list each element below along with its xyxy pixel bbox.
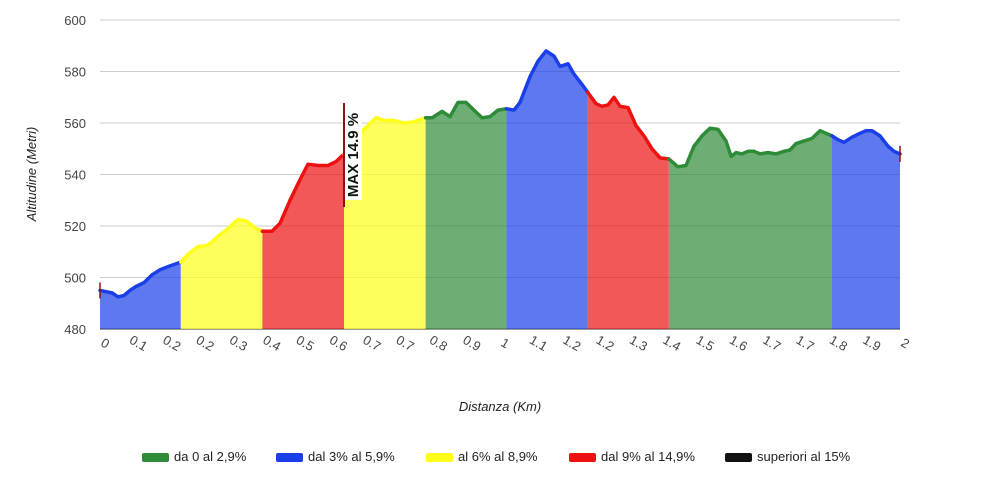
x-axis-title: Distanza (Km) xyxy=(459,399,541,414)
y-tick-label: 560 xyxy=(64,116,86,131)
x-tick-label: 1.9 xyxy=(860,332,883,354)
legend-item-yellow: al 6% al 8,9% xyxy=(426,449,538,464)
legend-swatch xyxy=(276,453,303,462)
x-tick-label: 1.3 xyxy=(627,332,650,354)
legend-swatch xyxy=(426,453,453,462)
area-segment-green xyxy=(425,102,507,330)
x-tick-label: 0.4 xyxy=(260,332,283,354)
area-segment-blue xyxy=(100,262,181,329)
profile-line-blue xyxy=(830,128,902,156)
legend-item-black: superiori al 15% xyxy=(725,449,851,464)
x-tick-label: 0 xyxy=(98,335,112,352)
x-tick-label: 0.6 xyxy=(327,332,350,354)
y-axis-ticks: 480 500 520 540 560 580 600 xyxy=(64,13,86,337)
profile-line-blue xyxy=(98,260,183,299)
x-tick-label: 1.4 xyxy=(660,332,683,354)
x-tick-label: 1.8 xyxy=(827,332,850,354)
legend-item-blue: dal 3% al 5,9% xyxy=(276,449,395,464)
x-tick-label: 1.1 xyxy=(527,332,550,354)
legend-swatch xyxy=(725,453,752,462)
x-tick-label: 0.9 xyxy=(460,332,483,354)
x-tick-label: 0.8 xyxy=(427,332,450,354)
y-tick-label: 480 xyxy=(64,322,86,337)
profile-lines xyxy=(98,49,902,299)
legend-label: dal 9% al 14,9% xyxy=(601,449,695,464)
legend-item-green: da 0 al 2,9% xyxy=(142,449,247,464)
x-tick-label: 0.3 xyxy=(227,332,250,354)
area-segment-red xyxy=(587,92,669,329)
max-gradient-label-background xyxy=(345,108,362,200)
profile-line-green xyxy=(423,100,509,120)
legend-swatch xyxy=(142,453,169,462)
x-tick-label: 1.6 xyxy=(727,332,750,354)
x-tick-label: 1.2 xyxy=(560,332,583,354)
legend: da 0 al 2,9% dal 3% al 5,9% al 6% al 8,9% d… xyxy=(142,449,851,464)
x-tick-label: 1.7 xyxy=(760,332,783,354)
y-tick-label: 520 xyxy=(64,219,86,234)
area-segment-green xyxy=(668,128,832,329)
x-tick-label: 0.5 xyxy=(294,332,317,354)
area-segment-blue xyxy=(506,50,588,330)
legend-label: superiori al 15% xyxy=(757,449,851,464)
area-segment-yellow xyxy=(180,219,263,329)
area-segment-blue xyxy=(832,130,900,329)
y-tick-label: 580 xyxy=(64,65,86,80)
area-segment-yellow xyxy=(344,117,426,329)
profile-line-red xyxy=(585,90,671,161)
max-gradient-label: MAX 14.9 % xyxy=(345,113,362,197)
x-axis-ticks: 0 0.1 0.2 0.2 0.3 0.4 0.5 0.6 0.7 0.7 0.8 0.9 1 1.1 1.… xyxy=(98,332,912,354)
colored-areas xyxy=(100,50,900,330)
y-axis-title: Altitudine (Metri) xyxy=(24,127,39,223)
legend-label: da 0 al 2,9% xyxy=(174,449,247,464)
x-tick-label: 0.2 xyxy=(194,332,217,354)
annotation-layer: MAX 14.9 % xyxy=(343,103,362,207)
legend-swatch xyxy=(569,453,596,462)
legend-label: al 6% al 8,9% xyxy=(458,449,538,464)
x-tick-label: 0.1 xyxy=(127,332,150,354)
x-tick-label: 0.7 xyxy=(360,332,383,354)
profile-line-red xyxy=(260,152,346,233)
legend-item-red: dal 9% al 14,9% xyxy=(569,449,695,464)
y-tick-label: 600 xyxy=(64,13,86,28)
x-tick-label: 0.7 xyxy=(394,332,417,354)
x-tick-label: 1.5 xyxy=(694,332,717,354)
x-tick-label: 0.2 xyxy=(160,332,183,354)
legend-label: dal 3% al 5,9% xyxy=(308,449,395,464)
profile-line-green xyxy=(667,126,834,169)
x-tick-label: 1.2 xyxy=(594,332,617,354)
profile-line-blue xyxy=(504,49,590,112)
x-tick-label: 2 xyxy=(898,335,912,352)
x-tick-label: 1.7 xyxy=(794,332,817,354)
y-tick-label: 500 xyxy=(64,271,86,286)
x-tick-label: 1 xyxy=(498,335,512,352)
profile-line-yellow xyxy=(179,217,265,264)
area-segment-red xyxy=(262,153,344,329)
y-tick-label: 540 xyxy=(64,168,86,183)
